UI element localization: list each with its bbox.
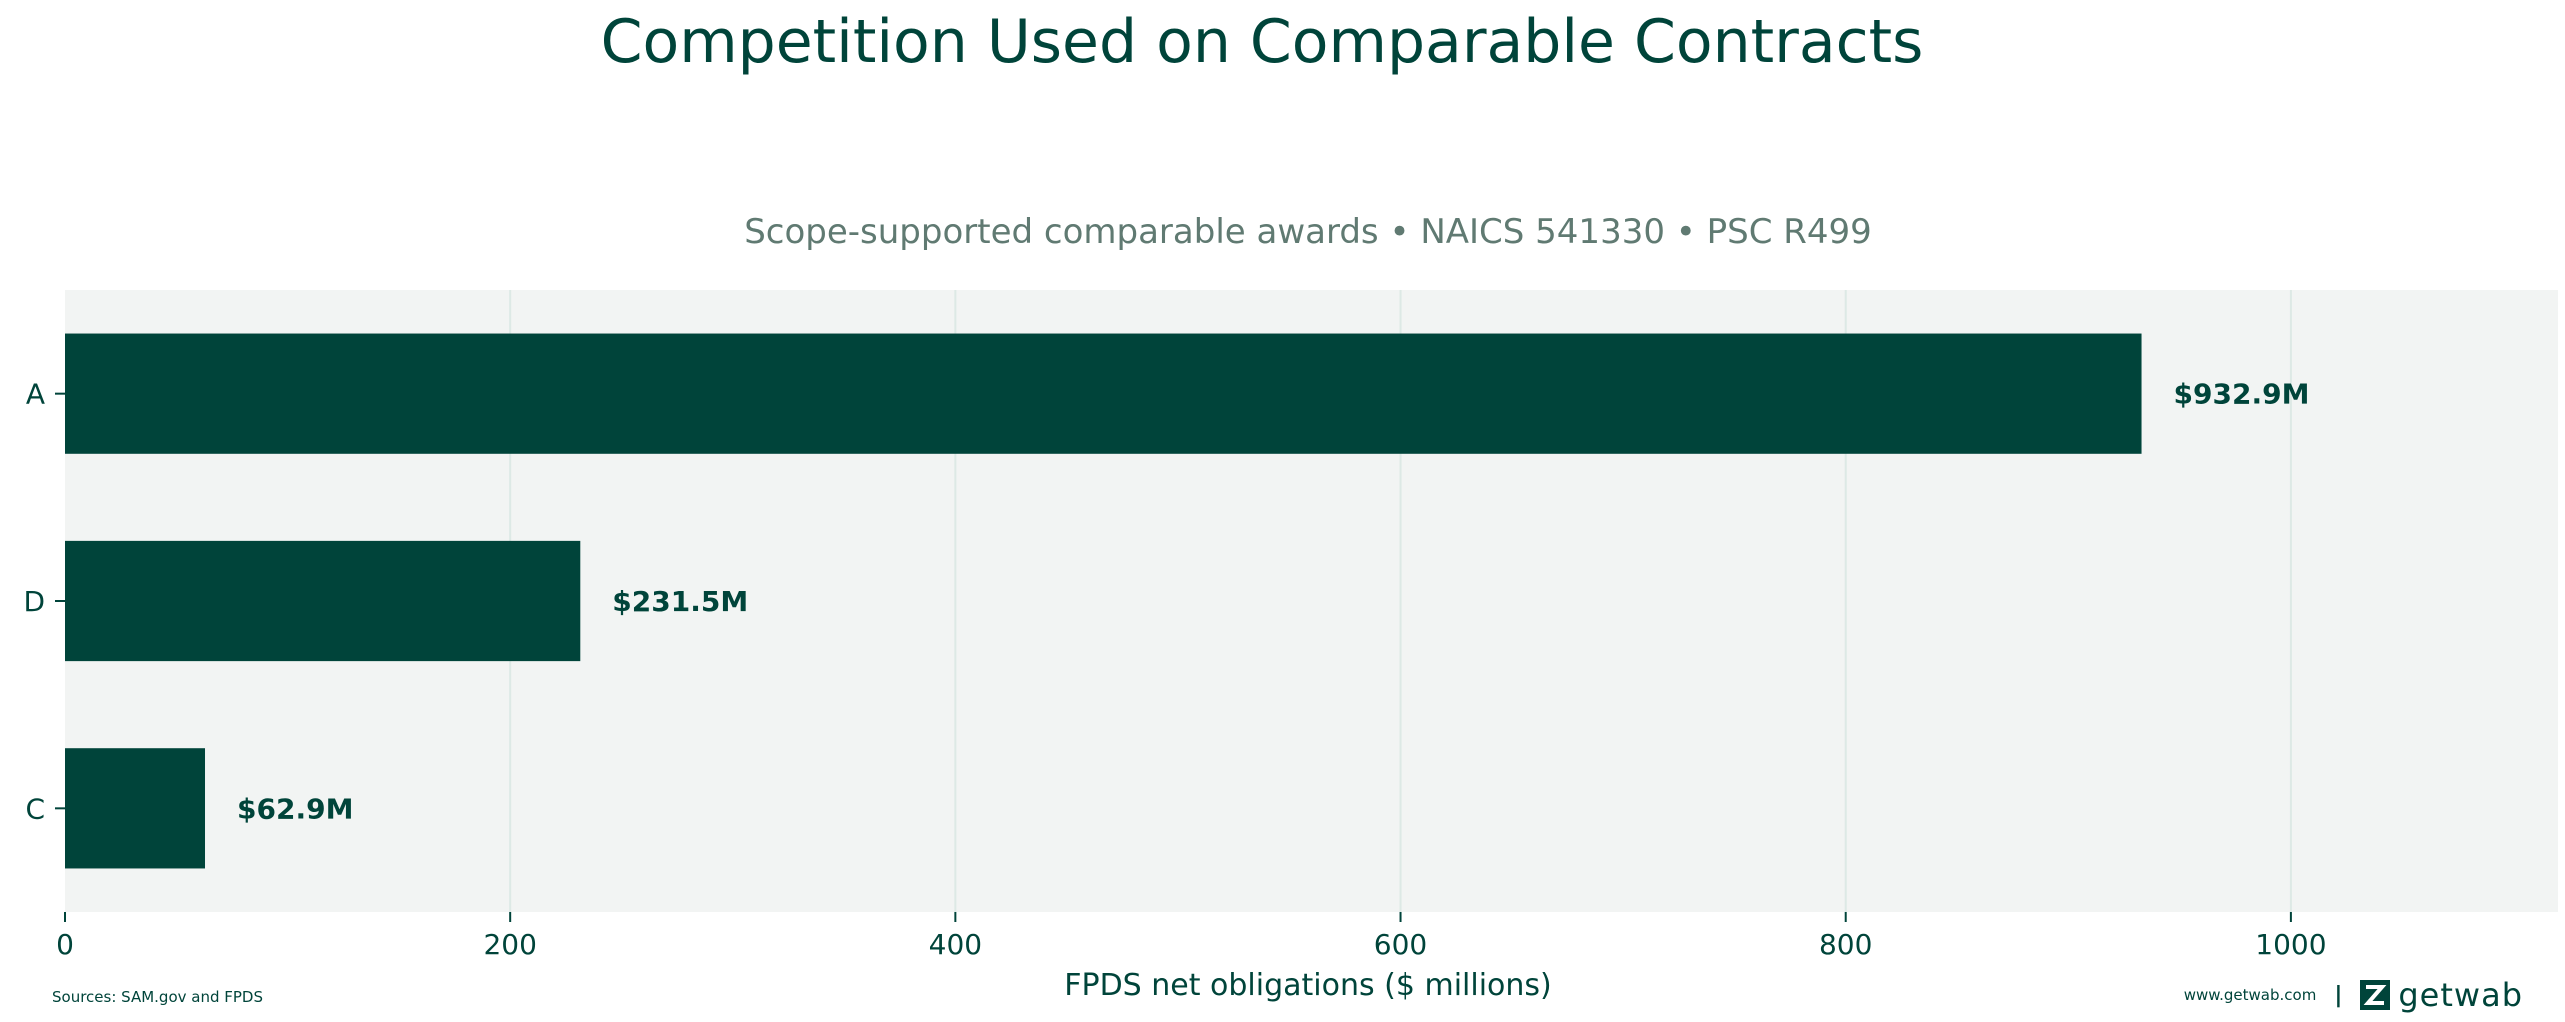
brand-logo: getwab	[2360, 976, 2523, 1014]
chart-title: Competition Used on Comparable Contracts	[601, 7, 1924, 77]
footer-branding: www.getwab.com | getwab	[2184, 976, 2523, 1014]
bars	[65, 333, 2142, 869]
x-tick-label: 400	[929, 928, 982, 961]
data-label-C: $62.9M	[237, 792, 353, 825]
x-tick-label: 1000	[2255, 928, 2326, 961]
website-link[interactable]: www.getwab.com	[2183, 986, 2317, 1004]
y-tick-label-A: A	[26, 378, 45, 411]
y-tick-label-D: D	[23, 585, 45, 618]
sources-note: Sources: SAM.gov and FPDS	[52, 988, 264, 1006]
data-label-A: $932.9M	[2174, 378, 2310, 411]
bar-D	[65, 540, 581, 662]
brand-name: getwab	[2398, 976, 2523, 1014]
x-tick-label: 800	[1819, 928, 1872, 961]
chart-subtitle: Scope-supported comparable awards • NAIC…	[744, 212, 1872, 252]
x-tick-label: 600	[1374, 928, 1427, 961]
data-labels: $932.9M $231.5M $62.9M	[237, 378, 2309, 826]
footer-separator: |	[2334, 982, 2343, 1008]
bar-C	[65, 748, 206, 869]
x-tick-label: 200	[483, 928, 536, 961]
y-tick-label-C: C	[25, 792, 45, 825]
data-label-D: $231.5M	[612, 585, 748, 618]
axes: 0 200 400 600 800 1000 A D C	[23, 378, 2326, 961]
getwab-logo-icon	[2360, 980, 2391, 1010]
x-axis-label: FPDS net obligations ($ millions)	[1064, 968, 1552, 1003]
bar-A	[65, 333, 2142, 454]
x-tick-label: 0	[56, 928, 74, 961]
